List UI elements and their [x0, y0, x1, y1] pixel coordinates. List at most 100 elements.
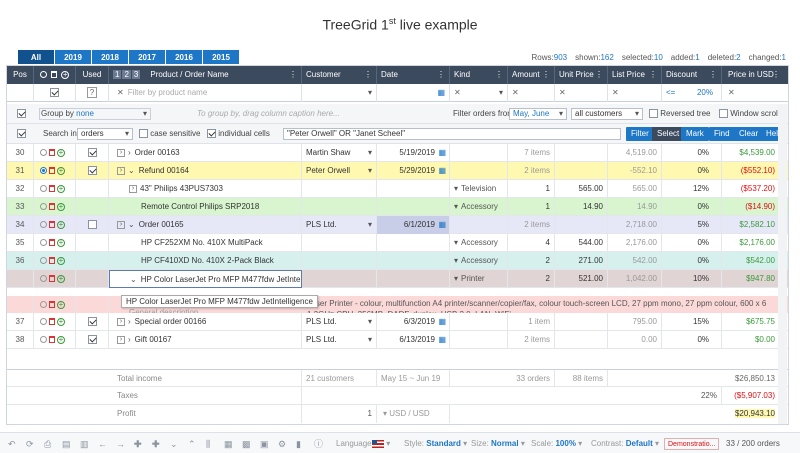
- language-select[interactable]: ▾: [372, 438, 390, 450]
- add-icon[interactable]: +: [57, 255, 65, 265]
- customer-cell[interactable]: Martin Shaw ▾: [302, 144, 377, 162]
- chevron-down-icon[interactable]: ▾: [454, 274, 459, 283]
- used-checkbox[interactable]: [87, 220, 97, 230]
- filter-select-all[interactable]: [34, 84, 76, 102]
- radio-icon[interactable]: [40, 301, 47, 309]
- add-icon[interactable]: +: [57, 165, 65, 175]
- column-menu-icon[interactable]: ⋮: [772, 70, 780, 79]
- tab-2019[interactable]: 2019: [55, 50, 91, 64]
- search-input[interactable]: "Peter Orwell" OR "Janet Scheel": [283, 128, 621, 140]
- arrow-right-icon[interactable]: →: [116, 439, 125, 449]
- date-cell[interactable]: [377, 180, 450, 198]
- kind-cell[interactable]: [450, 313, 508, 331]
- kind-cell[interactable]: [450, 162, 508, 180]
- kind-filter[interactable]: ✕ ▾: [450, 84, 508, 102]
- add-child-icon[interactable]: ✚: [152, 439, 160, 449]
- add-icon[interactable]: +: [57, 334, 65, 344]
- col-kind[interactable]: Kind ⋮: [450, 66, 508, 84]
- col-product[interactable]: 1 2 3 Product / Order Name ⋮: [109, 66, 302, 84]
- product-cell[interactable]: › › Special order 00166: [109, 313, 302, 331]
- unit-price-cell[interactable]: 565.00: [555, 180, 608, 198]
- select-button[interactable]: Select: [652, 127, 685, 141]
- print-icon[interactable]: ⎙: [44, 439, 52, 449]
- column-menu-icon[interactable]: ⋮: [709, 70, 717, 79]
- group-checkbox[interactable]: [17, 104, 26, 124]
- scale-select[interactable]: Scale: 100% ▾: [531, 439, 583, 448]
- customer-cell[interactable]: [302, 234, 377, 252]
- discount-cell[interactable]: 15%: [662, 313, 722, 331]
- add-icon[interactable]: +: [57, 183, 65, 193]
- tab-2017[interactable]: 2017: [129, 50, 165, 64]
- used-cell[interactable]: [76, 331, 109, 349]
- delete-icon[interactable]: [49, 257, 55, 265]
- date-cell[interactable]: 6/3/2019 ▦: [377, 313, 450, 331]
- used-cell[interactable]: [76, 180, 109, 198]
- tab-2016[interactable]: 2016: [166, 50, 202, 64]
- unit-price-cell[interactable]: [555, 313, 608, 331]
- amount-cell[interactable]: 1: [508, 180, 555, 198]
- mark-button[interactable]: Mark: [681, 127, 709, 141]
- radio-icon[interactable]: [40, 167, 47, 175]
- calculator-icon[interactable]: ▦: [224, 439, 233, 449]
- level-1-button[interactable]: 1: [113, 70, 122, 79]
- discount-cell[interactable]: 5%: [662, 216, 722, 234]
- kind-cell[interactable]: [450, 216, 508, 234]
- chevron-down-icon[interactable]: ▾: [454, 202, 459, 211]
- date-cell[interactable]: [377, 270, 450, 288]
- add-icon[interactable]: +: [57, 316, 65, 326]
- delete-icon[interactable]: [49, 336, 55, 344]
- clear-button[interactable]: Clear: [734, 127, 764, 141]
- select-all-checkbox[interactable]: [50, 88, 59, 98]
- used-checkbox[interactable]: [87, 166, 97, 176]
- kind-cell[interactable]: [450, 331, 508, 349]
- expand-icon[interactable]: ›: [117, 317, 125, 326]
- discount-cell[interactable]: 0%: [662, 198, 722, 216]
- kind-cell[interactable]: ▾ Accessory: [450, 198, 508, 216]
- unit-price-cell[interactable]: [555, 144, 608, 162]
- level-2-button[interactable]: 2: [122, 70, 131, 79]
- list-price-filter[interactable]: ✕: [608, 84, 662, 102]
- used-checkbox[interactable]: [87, 148, 97, 158]
- delete-icon[interactable]: [49, 239, 55, 247]
- date-cell[interactable]: 5/19/2019 ▦: [377, 144, 450, 162]
- add-icon[interactable]: +: [57, 219, 65, 229]
- clear-filter-icon[interactable]: ✕: [728, 88, 735, 97]
- add-row-icon[interactable]: ✚: [134, 439, 142, 449]
- delete-icon[interactable]: [49, 203, 55, 211]
- add-icon[interactable]: +: [57, 237, 65, 247]
- used-cell[interactable]: [76, 144, 109, 162]
- chevron-down-icon[interactable]: ▾: [367, 317, 372, 326]
- radio-icon[interactable]: [40, 257, 47, 265]
- date-cell[interactable]: [377, 252, 450, 270]
- table-row[interactable]: 37 + › › Special order 00166 PLS Ltd. ▾ 6/3/201…: [7, 313, 788, 331]
- col-amount[interactable]: Amount ⋮: [508, 66, 555, 84]
- product-cell[interactable]: ⌄ HP Color LaserJet Pro MFP M477fdw JetIn…: [109, 270, 302, 288]
- product-cell[interactable]: › ⌄ Refund 00164: [109, 162, 302, 180]
- chevron-icon[interactable]: ⌄: [130, 275, 137, 284]
- gear-icon[interactable]: ⚙: [278, 439, 287, 449]
- currency-select[interactable]: ▾ USD / USD: [377, 405, 450, 423]
- product-cell[interactable]: HP CF410XD No. 410X 2-Pack Black: [109, 252, 302, 270]
- add-icon[interactable]: +: [57, 299, 65, 309]
- delete-icon[interactable]: [49, 149, 55, 157]
- export-xls-icon[interactable]: ▥: [80, 439, 89, 449]
- amount-cell[interactable]: 1 item: [508, 313, 555, 331]
- expand-icon[interactable]: ›: [117, 166, 125, 175]
- individual-cells-toggle[interactable]: individual cells: [207, 124, 270, 144]
- help-icon[interactable]: ⓘ: [314, 439, 324, 449]
- table-row[interactable]: + ⌄ HP Color LaserJet Pro MFP M477fdw JetI…: [7, 270, 788, 288]
- chevron-icon[interactable]: ›: [128, 317, 131, 326]
- lock-icon[interactable]: ▮: [296, 439, 301, 449]
- col-pos[interactable]: Pos: [7, 66, 34, 84]
- size-select[interactable]: Size: Normal ▾: [471, 439, 525, 448]
- amount-cell[interactable]: 2: [508, 270, 555, 288]
- table-row[interactable]: 34 + › ⌄ Order 00165 PLS Ltd. ▾ 6/1/2019 ▦ 2 item…: [7, 216, 788, 234]
- discount-cell[interactable]: 12%: [662, 180, 722, 198]
- chevron-icon[interactable]: ⌄: [128, 166, 135, 175]
- expand-all-icon[interactable]: ⌄: [170, 439, 178, 449]
- expand-icon[interactable]: ›: [117, 148, 125, 157]
- used-checkbox[interactable]: [87, 317, 97, 327]
- chevron-down-icon[interactable]: ▾: [367, 220, 372, 229]
- tab-2015[interactable]: 2015: [203, 50, 239, 64]
- product-cell[interactable]: › › Order 00163: [109, 144, 302, 162]
